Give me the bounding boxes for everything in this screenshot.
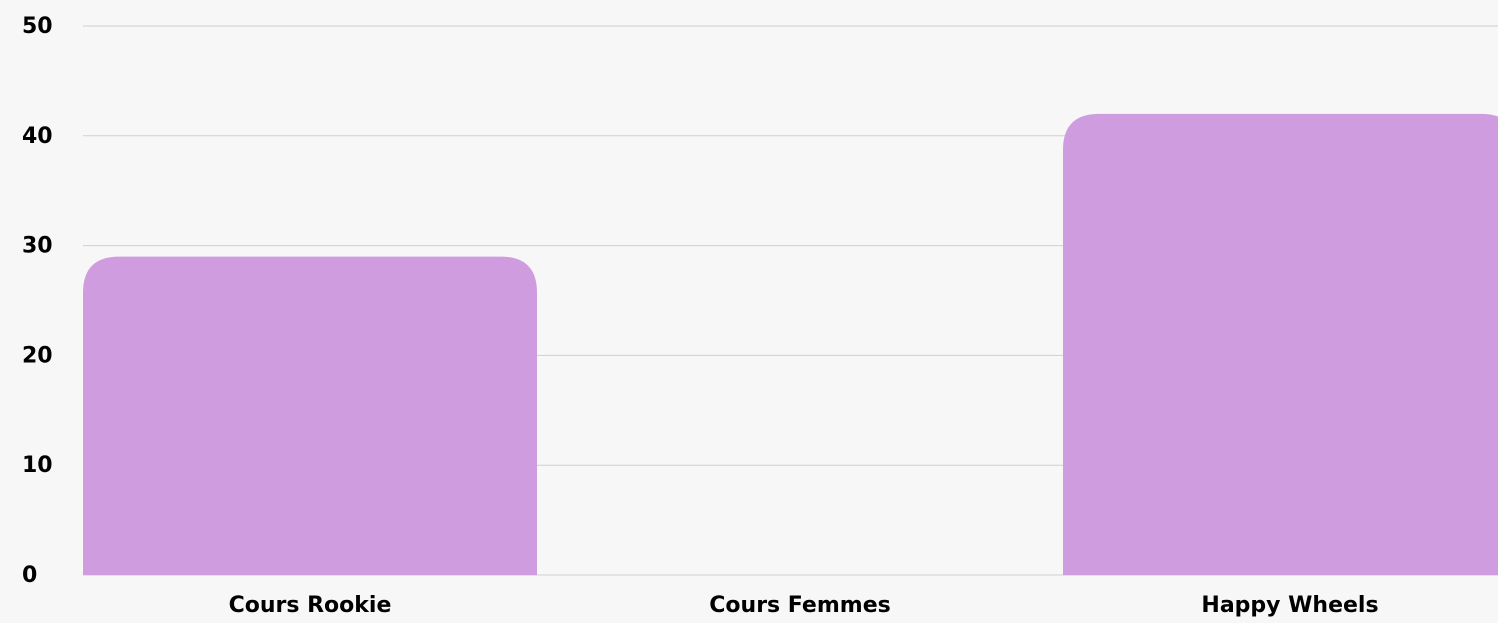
x-tick-label: Cours Rookie <box>229 593 392 618</box>
x-tick-label: Happy Wheels <box>1201 593 1378 618</box>
y-tick-label: 50 <box>22 14 53 39</box>
x-tick-label: Cours Femmes <box>709 593 890 618</box>
y-tick-label: 0 <box>22 563 37 588</box>
bar <box>83 256 537 575</box>
y-tick-label: 10 <box>22 453 53 478</box>
y-tick-label: 20 <box>22 343 53 368</box>
y-tick-label: 30 <box>22 234 53 259</box>
bar <box>1063 113 1498 575</box>
y-tick-label: 40 <box>22 124 53 149</box>
